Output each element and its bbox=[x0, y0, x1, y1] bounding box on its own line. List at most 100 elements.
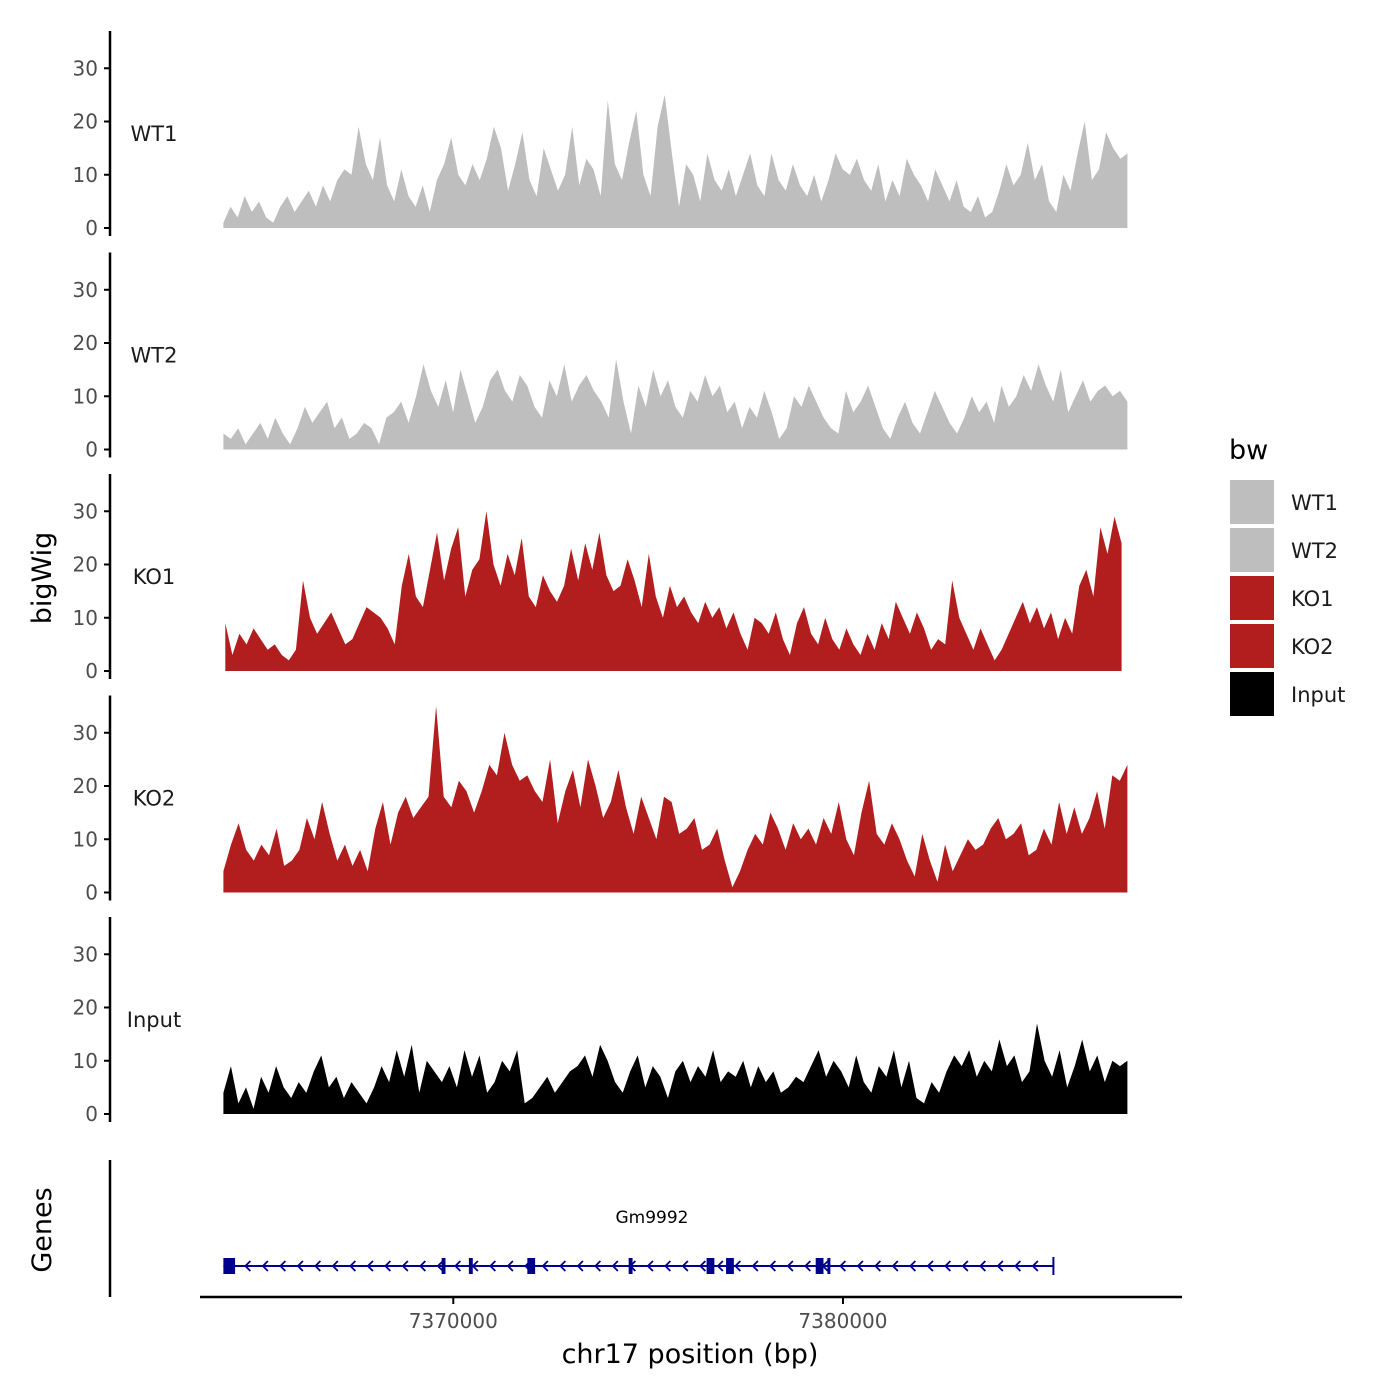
y-tick-label: 10 bbox=[73, 606, 98, 630]
gene-label: Gm9992 bbox=[616, 1208, 689, 1228]
legend-label-wt1: WT1 bbox=[1291, 491, 1338, 515]
strand-arrow bbox=[786, 1260, 794, 1272]
strand-arrow bbox=[261, 1260, 269, 1272]
legend-label-wt2: WT2 bbox=[1291, 539, 1338, 563]
legend-swatch-input bbox=[1230, 672, 1274, 716]
strand-arrow bbox=[489, 1260, 497, 1272]
area-wt1 bbox=[223, 94, 1128, 229]
strand-arrow bbox=[331, 1260, 339, 1272]
y-tick-label: 10 bbox=[73, 384, 98, 408]
strand-arrow bbox=[541, 1260, 549, 1272]
strand-arrow bbox=[1014, 1260, 1022, 1272]
y-tick-label: 10 bbox=[73, 1049, 98, 1073]
exon bbox=[827, 1258, 831, 1274]
genes-axis-title: Genes bbox=[27, 1187, 58, 1272]
track-panel-wt2: 0 10 20 30 WT2 bbox=[73, 252, 1128, 462]
strand-arrow bbox=[576, 1260, 584, 1272]
strand-arrow bbox=[436, 1260, 444, 1272]
strand-arrow bbox=[664, 1260, 672, 1272]
exon bbox=[468, 1258, 473, 1274]
strand-arrow bbox=[856, 1260, 864, 1272]
y-tick-label: 10 bbox=[73, 163, 98, 187]
legend-label-input: Input bbox=[1291, 683, 1345, 707]
strand-arrow bbox=[891, 1260, 899, 1272]
legend-swatch-ko2 bbox=[1230, 624, 1274, 668]
strand-arrow bbox=[366, 1260, 374, 1272]
exon bbox=[441, 1258, 446, 1274]
strand-arrow bbox=[716, 1260, 724, 1272]
strand-arrow bbox=[419, 1260, 427, 1272]
strand-arrow bbox=[961, 1260, 969, 1272]
exon bbox=[815, 1258, 824, 1274]
track-label-ko2: KO2 bbox=[133, 787, 176, 811]
genes-track: Gm9992 bbox=[108, 1160, 1055, 1297]
legend-label-ko1: KO1 bbox=[1291, 587, 1334, 611]
y-tick-label: 20 bbox=[73, 774, 98, 798]
strand-arrow bbox=[909, 1260, 917, 1272]
strand-arrow bbox=[979, 1260, 987, 1272]
strand-arrow bbox=[454, 1260, 462, 1272]
strand-arrow bbox=[804, 1260, 812, 1272]
area-ko2 bbox=[223, 706, 1128, 893]
exon bbox=[628, 1258, 633, 1274]
y-tick-label: 0 bbox=[85, 216, 98, 240]
strand-arrow bbox=[384, 1260, 392, 1272]
exon bbox=[527, 1258, 536, 1274]
strand-arrow bbox=[769, 1260, 777, 1272]
strand-arrow bbox=[471, 1260, 479, 1272]
track-label-ko1: KO1 bbox=[133, 565, 176, 589]
track-panel-ko2: 0 10 20 30 KO2 bbox=[73, 695, 1128, 905]
strand-arrow bbox=[296, 1260, 304, 1272]
exon bbox=[726, 1258, 734, 1274]
strand-arrow bbox=[314, 1260, 322, 1272]
area-input bbox=[223, 1023, 1128, 1114]
y-tick-label: 0 bbox=[85, 1102, 98, 1126]
strand-arrow bbox=[734, 1260, 742, 1272]
strand-arrow bbox=[874, 1260, 882, 1272]
strand-arrow bbox=[839, 1260, 847, 1272]
strand-arrow bbox=[244, 1260, 252, 1272]
track-panel-wt1: 0 10 20 30 WT1 bbox=[73, 31, 1128, 240]
area-wt2 bbox=[223, 359, 1128, 450]
y-tick-label: 30 bbox=[73, 56, 98, 80]
strand-arrow bbox=[279, 1260, 287, 1272]
legend-swatch-ko1 bbox=[1230, 576, 1274, 620]
strand-arrow bbox=[559, 1260, 567, 1272]
track-panel-input: 0 10 20 30 Input bbox=[73, 917, 1128, 1126]
strand-arrow bbox=[611, 1260, 619, 1272]
strand-arrow bbox=[681, 1260, 689, 1272]
track-label-input: Input bbox=[127, 1008, 181, 1032]
strand-arrow bbox=[349, 1260, 357, 1272]
strand-arrow bbox=[506, 1260, 514, 1272]
y-tick-label: 30 bbox=[73, 499, 98, 523]
strand-arrow bbox=[646, 1260, 654, 1272]
gene-gm9992: Gm9992 bbox=[223, 1208, 1055, 1275]
area-ko1 bbox=[225, 511, 1122, 671]
x-axis-title: chr17 position (bp) bbox=[562, 1339, 819, 1370]
y-tick-label: 0 bbox=[85, 438, 98, 462]
strand-arrow bbox=[944, 1260, 952, 1272]
track-label-wt2: WT2 bbox=[131, 344, 178, 368]
strand-arrow bbox=[996, 1260, 1004, 1272]
coverage-tracks: 0 10 20 30 WT1 0 10 20 30 WT2 0 10 20 30 KO1 0 10 20 30 KO2… bbox=[73, 31, 1128, 1126]
y-tick-label: 30 bbox=[73, 942, 98, 966]
y-tick-label: 20 bbox=[73, 331, 98, 355]
legend-swatch-wt2 bbox=[1230, 528, 1274, 572]
legend-title: bw bbox=[1229, 435, 1268, 466]
y-tick-label: 0 bbox=[85, 659, 98, 683]
x-axis: 7370000 7380000 bbox=[200, 1295, 1182, 1333]
strand-arrow bbox=[594, 1260, 602, 1272]
y-axis-title: bigWig bbox=[27, 532, 58, 625]
x-tick-label: 7370000 bbox=[409, 1309, 498, 1333]
strand-arrow bbox=[926, 1260, 934, 1272]
strand-arrow bbox=[699, 1260, 707, 1272]
y-tick-label: 20 bbox=[73, 996, 98, 1020]
exon bbox=[223, 1258, 236, 1274]
strand-arrow bbox=[401, 1260, 409, 1272]
track-label-wt1: WT1 bbox=[131, 122, 178, 146]
strand-arrow bbox=[751, 1260, 759, 1272]
y-tick-label: 10 bbox=[73, 827, 98, 851]
y-tick-label: 30 bbox=[73, 278, 98, 302]
exon bbox=[706, 1258, 715, 1274]
